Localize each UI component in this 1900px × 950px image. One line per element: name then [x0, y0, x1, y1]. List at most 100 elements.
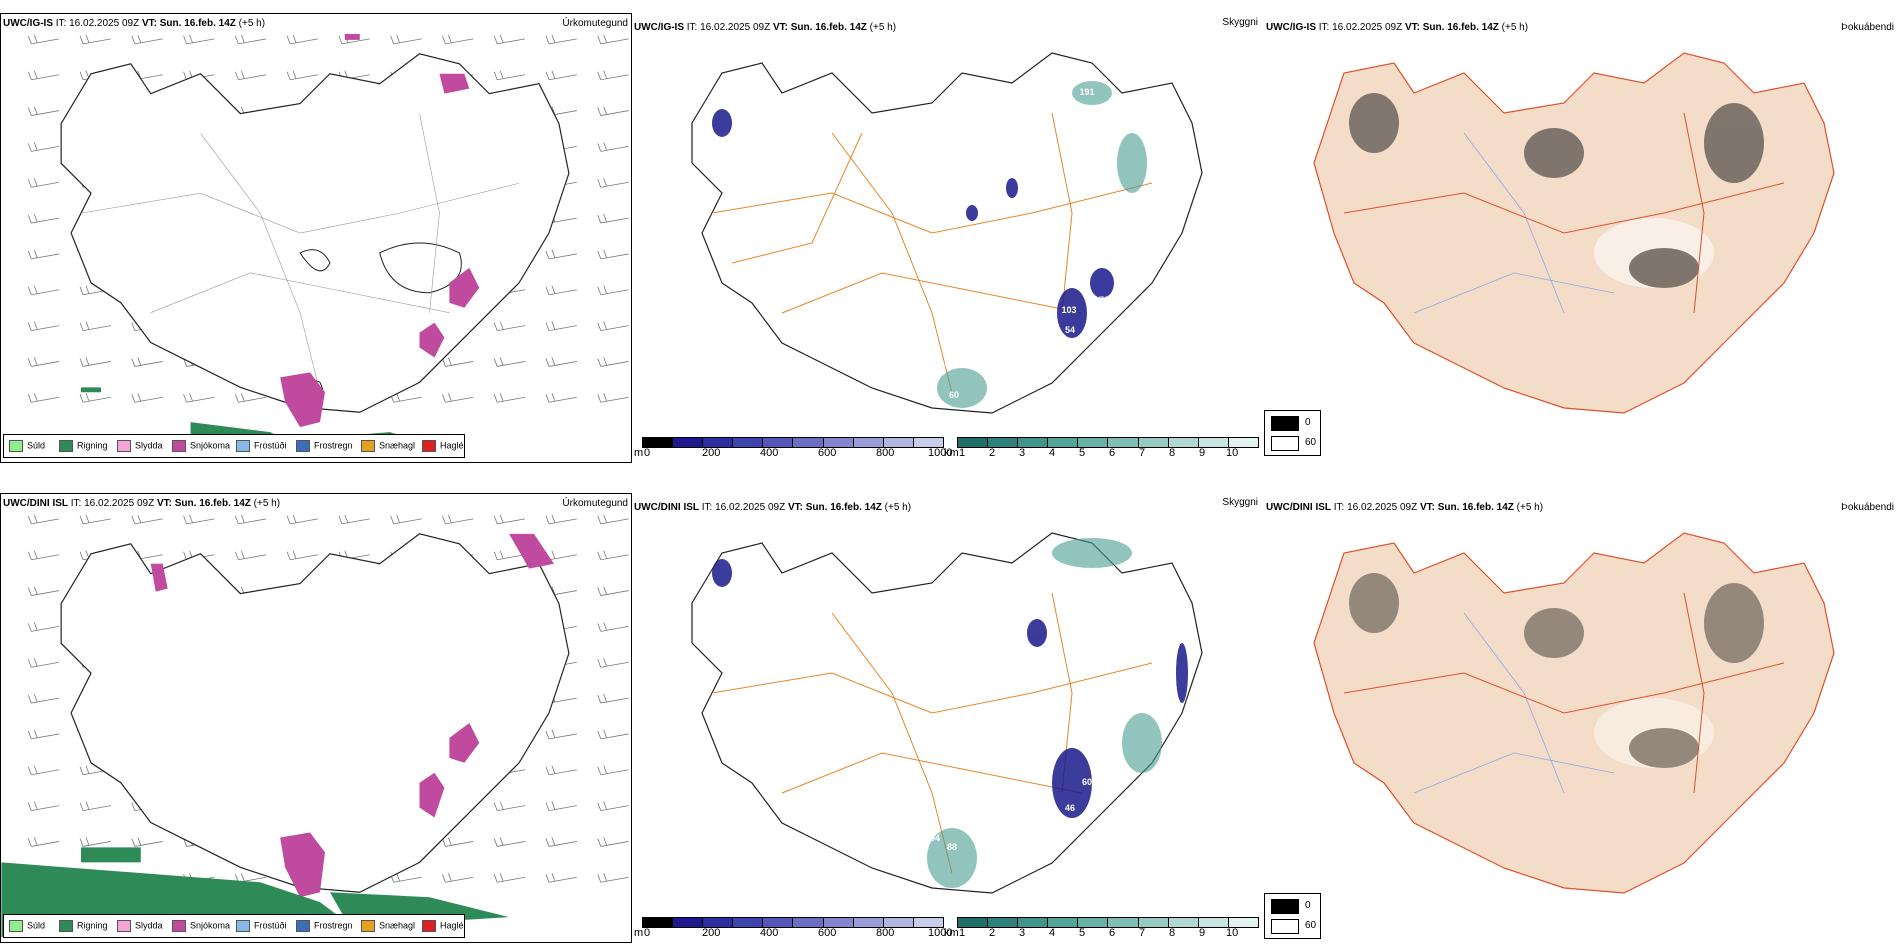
wind-barb — [597, 622, 629, 632]
panel-header: UWC/DINI ISL IT: 16.02.2025 09Z VT: Sun.… — [3, 498, 281, 509]
wind-barb — [442, 357, 474, 367]
tick-label: 9 — [1199, 927, 1206, 939]
wind-barb — [286, 70, 319, 81]
panel-header: UWC/IG-IS IT: 16.02.2025 09Z VT: Sun. 16… — [1266, 22, 1529, 33]
wind-barb — [597, 393, 629, 403]
wind-barb — [493, 550, 526, 561]
ceiling-patch — [1176, 643, 1188, 703]
wind-barb — [597, 837, 629, 847]
tick-label: 8 — [1169, 447, 1176, 459]
snow-patch — [150, 563, 168, 592]
panel-title: Þokuábendi — [1841, 22, 1894, 33]
iceland-map-precip — [27, 33, 629, 453]
wind-barb — [286, 34, 319, 45]
snow-patch — [280, 832, 325, 898]
wind-barb — [545, 837, 577, 847]
vis-patch — [1122, 713, 1162, 773]
wind-barb — [597, 70, 629, 81]
ceiling-colorbar — [642, 437, 944, 448]
tick-label: 4 — [1049, 927, 1056, 939]
vis-patch — [1052, 538, 1132, 568]
vis-patches — [937, 81, 1147, 408]
wind-barb — [597, 729, 629, 740]
wind-barb — [27, 249, 60, 260]
iceland-map-fog — [1313, 52, 1835, 414]
legend-item: Súld — [9, 440, 45, 452]
visibility-colorbar — [957, 917, 1259, 928]
wind-barb — [131, 514, 163, 525]
vis-labels: 119 83 69 60 46 15 94 88 — [930, 648, 1112, 852]
ceiling-unit: m — [634, 447, 644, 459]
vis-label: 119 — [1098, 648, 1113, 658]
tick-label: 1000 — [928, 447, 953, 459]
ceiling-patch — [1090, 268, 1114, 298]
wind-barb — [27, 550, 60, 561]
wind-barb — [27, 106, 60, 116]
legend-item: Frostregn — [296, 920, 353, 932]
ceiling-patch — [1052, 748, 1092, 818]
wind-barb — [27, 622, 60, 632]
tick-label: 7 — [1139, 447, 1146, 459]
snow-patches — [280, 33, 480, 428]
fog-patch — [1349, 573, 1399, 633]
wind-barb — [597, 514, 629, 525]
tick-label: 200 — [702, 927, 721, 939]
wind-barb — [597, 178, 629, 188]
wind-barb — [597, 873, 629, 883]
panel-title: Skyggni — [1222, 17, 1258, 28]
wind-barb — [79, 837, 111, 847]
wind-barb — [597, 765, 629, 776]
wind-barb — [131, 393, 163, 403]
wind-barb — [545, 249, 577, 260]
snow-patches — [150, 533, 554, 898]
wind-barb — [27, 514, 60, 525]
ceiling-patch — [1057, 288, 1087, 338]
wind-barb — [27, 837, 60, 847]
wind-barb — [493, 321, 526, 331]
wind-barb — [597, 106, 629, 116]
fog-patch — [1594, 698, 1714, 768]
vis-label: 46 — [1065, 803, 1075, 813]
wind-barb — [183, 514, 215, 525]
wind-barb — [79, 514, 111, 525]
fog-legend-high-swatch — [1271, 436, 1299, 451]
wind-barb — [597, 34, 629, 45]
fog-legend-low-swatch — [1271, 416, 1299, 431]
wind-barb — [545, 357, 577, 367]
iceland-coastline — [60, 533, 570, 893]
vis-label: 191 — [1079, 87, 1094, 97]
vis-label: 60 — [1082, 777, 1092, 787]
fog-legend-high-label: 60 — [1305, 920, 1317, 931]
legend-item: Frostúði — [236, 440, 287, 452]
tick-label: 6 — [1109, 927, 1116, 939]
wind-barb — [27, 321, 60, 331]
fog-patches — [1349, 573, 1764, 768]
tick-label: 3 — [1019, 927, 1026, 939]
wind-barb — [27, 34, 60, 45]
wind-barb — [27, 693, 60, 704]
panel-title: Úrkomutegund — [562, 498, 628, 509]
wind-barb — [27, 357, 60, 367]
tick-label: 6 — [1109, 447, 1116, 459]
wind-barb — [27, 393, 60, 403]
legend-item: Snæhagl — [361, 440, 415, 452]
wind-barb — [27, 70, 60, 81]
precip-type-panel: UWC/DINI ISL IT: 16.02.2025 09Z VT: Sun.… — [0, 493, 632, 943]
wind-barb — [390, 514, 422, 525]
ceiling-patch — [1027, 619, 1047, 647]
precip-type-panel: UWC/IG-IS IT: 16.02.2025 09Z VT: Sun. 16… — [0, 13, 632, 463]
snow-patch — [280, 372, 325, 428]
fog-patch — [1704, 583, 1764, 663]
legend-item: Frostúði — [236, 920, 287, 932]
tick-label: 8 — [1169, 927, 1176, 939]
legend-item: Slydda — [117, 440, 163, 452]
wind-barb — [545, 729, 577, 740]
ceiling-colorbar — [642, 917, 944, 928]
vis-label: 78 — [1099, 295, 1109, 305]
vis-label: 99 — [1125, 267, 1135, 277]
tick-label: 600 — [818, 927, 837, 939]
roads — [711, 112, 1153, 394]
wind-barb — [234, 550, 267, 561]
legend-item: Rigning — [59, 920, 108, 932]
wind-barb — [183, 393, 215, 403]
